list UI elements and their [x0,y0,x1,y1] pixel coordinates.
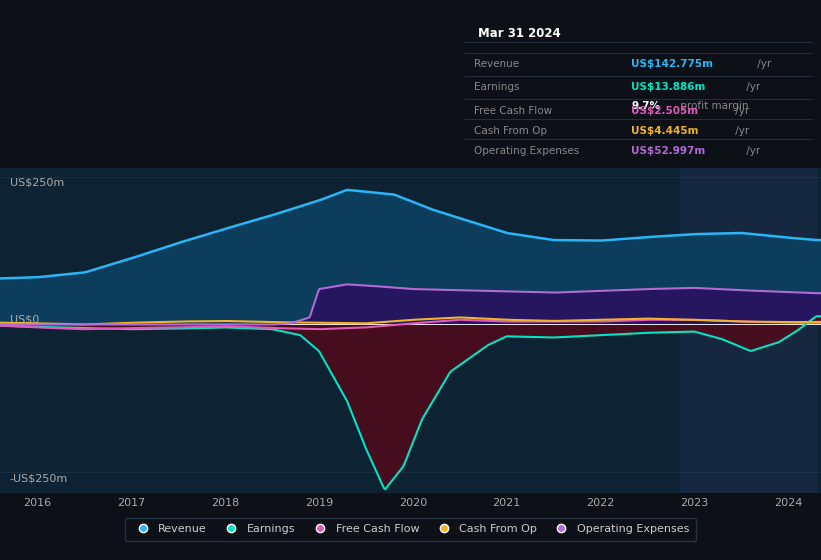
Text: profit margin: profit margin [677,101,749,111]
Text: US$250m: US$250m [10,178,64,188]
Text: US$142.775m: US$142.775m [631,59,713,69]
Text: /yr: /yr [743,82,760,92]
Text: US$13.886m: US$13.886m [631,82,706,92]
Text: US$52.997m: US$52.997m [631,146,705,156]
Text: -US$250m: -US$250m [10,473,68,483]
Text: US$0: US$0 [10,314,39,324]
Text: US$2.505m: US$2.505m [631,105,699,115]
Text: Free Cash Flow: Free Cash Flow [475,105,553,115]
Text: US$4.445m: US$4.445m [631,125,699,136]
Text: /yr: /yr [732,125,749,136]
Text: /yr: /yr [732,105,749,115]
Text: Earnings: Earnings [475,82,520,92]
Legend: Revenue, Earnings, Free Cash Flow, Cash From Op, Operating Expenses: Revenue, Earnings, Free Cash Flow, Cash … [125,517,696,541]
Text: Operating Expenses: Operating Expenses [475,146,580,156]
Text: Cash From Op: Cash From Op [475,125,548,136]
Bar [681,168,816,493]
Text: Mar 31 2024: Mar 31 2024 [478,27,561,40]
Text: 9.7%: 9.7% [631,101,660,111]
Text: /yr: /yr [743,146,760,156]
Text: Revenue: Revenue [475,59,520,69]
Text: /yr: /yr [754,59,772,69]
